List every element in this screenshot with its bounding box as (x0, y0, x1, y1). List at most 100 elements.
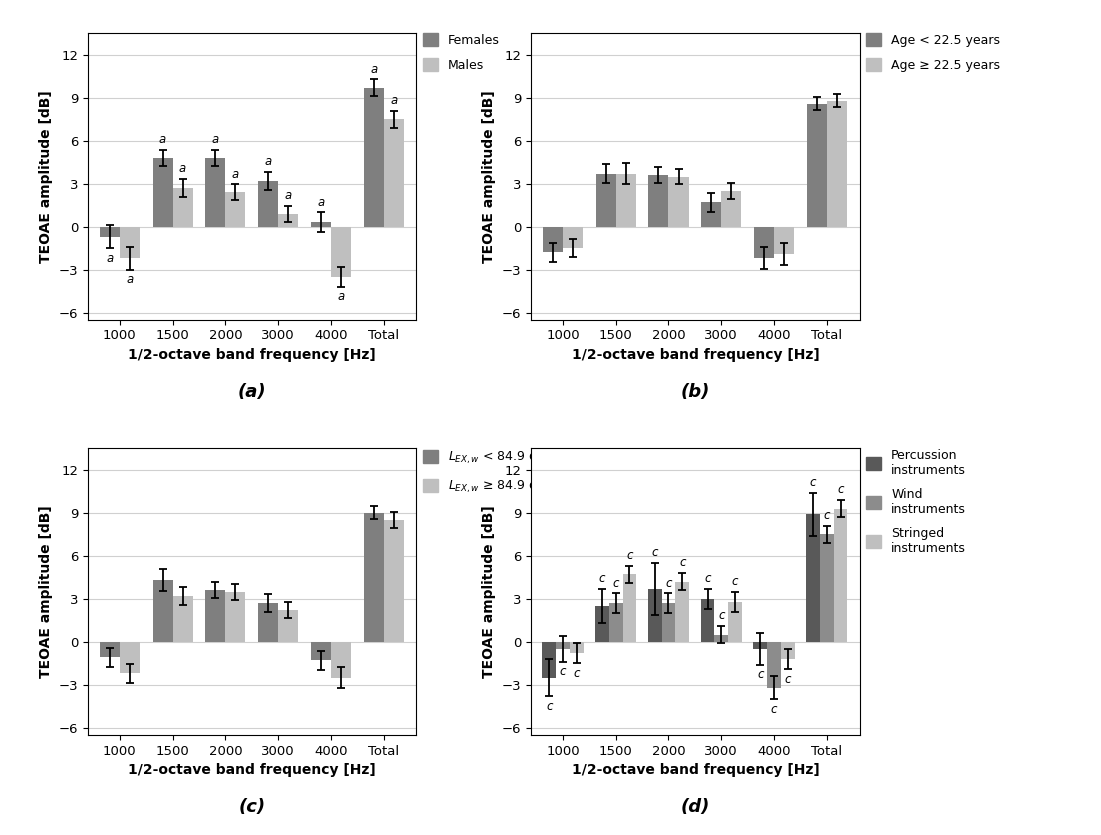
Bar (330, 226, 350, 276)
Bar (819, 534, 833, 642)
Text: c: c (770, 702, 776, 716)
Bar (563, 226, 582, 248)
Bar (595, 606, 609, 642)
Bar (609, 603, 622, 642)
Legend: $L_{EX,w}$ < 84.9 dB, $L_{EX,w}$ ≥ 84.9 dB: $L_{EX,w}$ < 84.9 dB, $L_{EX,w}$ ≥ 84.9 … (423, 448, 546, 494)
Text: a: a (159, 134, 166, 146)
Bar (542, 642, 556, 677)
Bar (773, 226, 794, 254)
Bar (152, 158, 173, 226)
Text: c: c (822, 509, 829, 522)
Text: c: c (731, 575, 738, 588)
Text: c: c (559, 665, 566, 678)
Bar (668, 176, 688, 226)
Bar (753, 226, 773, 258)
Bar (120, 642, 140, 673)
Bar (781, 642, 794, 659)
Bar (383, 119, 403, 226)
Legend: Females, Males: Females, Males (423, 33, 500, 72)
Bar (152, 580, 173, 642)
Bar (173, 188, 193, 226)
Bar (310, 222, 330, 226)
Bar (120, 226, 140, 258)
X-axis label: 1/2-octave band frequency [Hz]: 1/2-octave band frequency [Hz] (571, 348, 818, 362)
Text: c: c (718, 610, 723, 622)
Bar (100, 226, 120, 236)
Bar (258, 603, 277, 642)
Text: c: c (678, 556, 685, 569)
Text: c: c (784, 672, 791, 686)
Text: a: a (178, 162, 186, 175)
Bar (700, 202, 721, 226)
Legend: Percussion
instruments, Wind
instruments, Stringed
instruments: Percussion instruments, Wind instruments… (865, 448, 966, 555)
Bar (226, 592, 246, 642)
Bar (363, 88, 383, 226)
Text: c: c (625, 549, 632, 562)
Text: c: c (598, 572, 604, 585)
Y-axis label: TEOAE amplitude [dB]: TEOAE amplitude [dB] (40, 505, 53, 678)
Bar (728, 602, 741, 642)
Text: c: c (665, 576, 672, 590)
Bar (806, 104, 826, 226)
Text: a: a (127, 273, 133, 286)
X-axis label: 1/2-octave band frequency [Hz]: 1/2-octave band frequency [Hz] (129, 763, 375, 777)
Text: a: a (211, 134, 219, 146)
Text: (d): (d) (680, 797, 709, 816)
Text: c: c (573, 667, 579, 680)
Bar (100, 642, 120, 657)
Text: a: a (264, 155, 272, 168)
Bar (543, 226, 563, 252)
Text: c: c (545, 700, 552, 713)
Text: c: c (837, 483, 843, 497)
Bar (675, 582, 688, 642)
Bar (556, 642, 569, 649)
Bar (330, 642, 350, 677)
Text: a: a (106, 251, 113, 265)
Bar (647, 589, 661, 642)
Text: (b): (b) (680, 382, 709, 401)
Bar (277, 610, 298, 642)
Bar (826, 101, 847, 226)
Bar (647, 175, 668, 226)
Text: c: c (651, 546, 657, 559)
Bar (226, 192, 246, 226)
Bar (205, 158, 226, 226)
Bar (569, 642, 584, 653)
Legend: Age < 22.5 years, Age ≥ 22.5 years: Age < 22.5 years, Age ≥ 22.5 years (865, 33, 1000, 72)
Bar (833, 509, 847, 642)
Bar (205, 590, 226, 642)
Bar (806, 514, 819, 642)
Bar (596, 174, 615, 226)
Bar (615, 174, 635, 226)
Text: c: c (809, 476, 816, 489)
Text: a: a (337, 291, 345, 303)
Text: (a): (a) (238, 382, 266, 401)
X-axis label: 1/2-octave band frequency [Hz]: 1/2-octave band frequency [Hz] (129, 348, 375, 362)
Bar (277, 214, 298, 226)
Y-axis label: TEOAE amplitude [dB]: TEOAE amplitude [dB] (482, 505, 495, 678)
Text: a: a (231, 168, 239, 181)
Bar (713, 635, 728, 642)
X-axis label: 1/2-octave band frequency [Hz]: 1/2-octave band frequency [Hz] (571, 763, 818, 777)
Bar (383, 520, 403, 642)
Text: a: a (284, 190, 292, 202)
Bar (721, 191, 741, 226)
Bar (310, 642, 330, 660)
Bar (766, 642, 781, 687)
Bar (622, 574, 635, 642)
Y-axis label: TEOAE amplitude [dB]: TEOAE amplitude [dB] (40, 90, 53, 263)
Text: c: c (756, 668, 763, 681)
Bar (700, 599, 713, 642)
Text: (c): (c) (239, 797, 265, 816)
Text: c: c (612, 576, 619, 590)
Bar (258, 181, 277, 226)
Bar (661, 603, 675, 642)
Bar (753, 642, 766, 649)
Bar (363, 513, 383, 642)
Y-axis label: TEOAE amplitude [dB]: TEOAE amplitude [dB] (482, 90, 495, 263)
Text: a: a (370, 63, 377, 76)
Text: a: a (317, 195, 324, 209)
Text: c: c (704, 572, 710, 585)
Bar (173, 596, 193, 642)
Text: a: a (390, 94, 397, 107)
